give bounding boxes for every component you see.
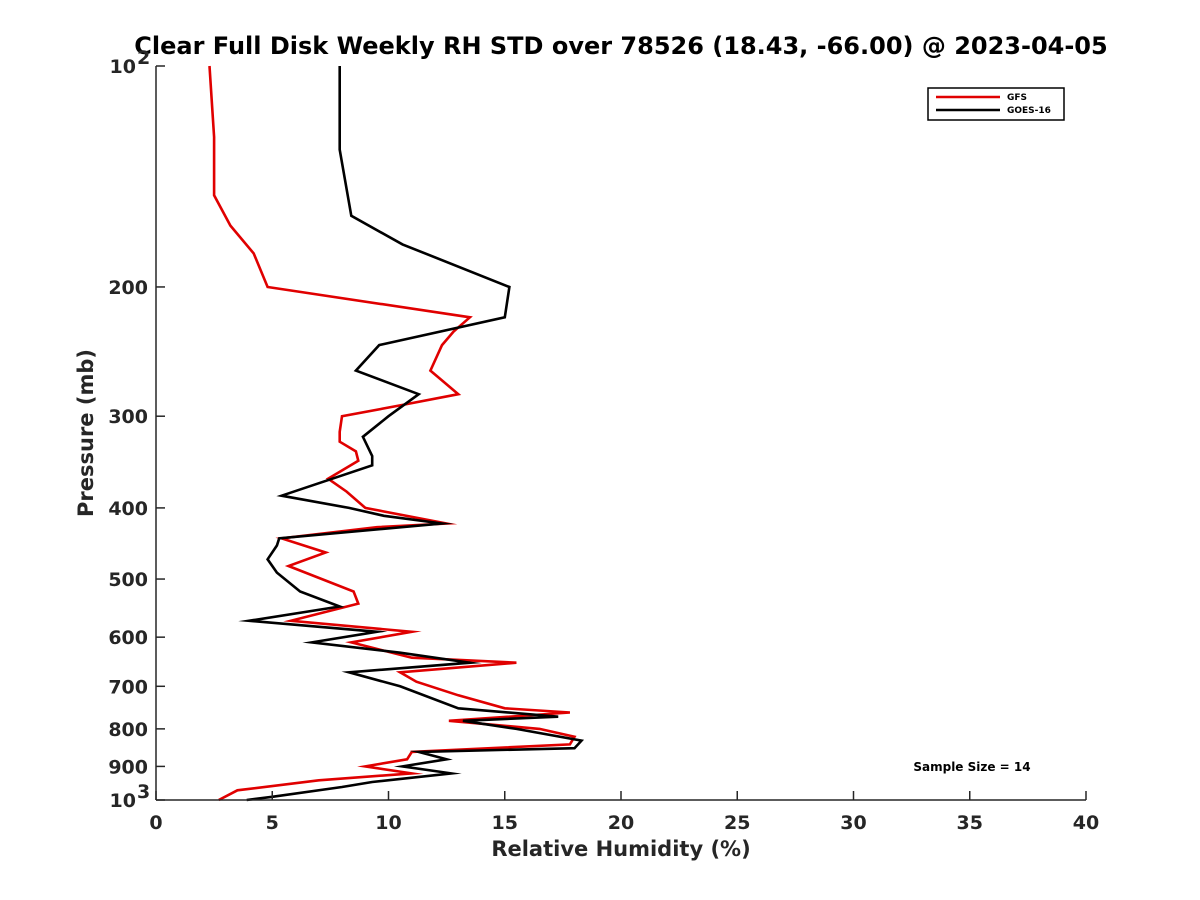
y-tick-label: 200	[108, 277, 148, 299]
legend: GFS GOES-16	[927, 87, 1065, 121]
y-tick-label: 10	[110, 56, 136, 78]
x-tick-label: 35	[957, 812, 983, 834]
x-tick-label: 20	[608, 812, 634, 834]
x-tick-label: 0	[149, 812, 162, 834]
legend-label: GOES-16	[1007, 106, 1051, 116]
y-tick-label: 500	[108, 569, 148, 591]
sample-size-annotation: Sample Size = 14	[913, 760, 1030, 774]
x-tick-label: 40	[1073, 812, 1099, 834]
y-tick-label: 600	[108, 627, 148, 649]
y-tick-label: 10	[110, 790, 136, 812]
y-tick-exponent: 2	[137, 47, 150, 69]
y-tick-label: 800	[108, 719, 148, 741]
legend-box	[927, 87, 1065, 121]
x-tick-label: 30	[840, 812, 866, 834]
y-tick-label: 700	[108, 676, 148, 698]
y-tick-label: 400	[108, 498, 148, 520]
y-tick-exponent: 3	[137, 781, 150, 803]
y-tick-label: 900	[108, 756, 148, 778]
series-line-goes-16	[238, 66, 585, 802]
x-tick-label: 5	[266, 812, 279, 834]
x-tick-label: 15	[492, 812, 518, 834]
legend-label: GFS	[1007, 93, 1027, 103]
x-tick-label: 10	[375, 812, 401, 834]
x-tick-label: 25	[724, 812, 750, 834]
series-layer	[208, 65, 585, 802]
x-axis-label: Relative Humidity (%)	[491, 837, 750, 861]
y-tick-label: 300	[108, 406, 148, 428]
y-axis-label: Pressure (mb)	[74, 349, 98, 517]
chart-title: Clear Full Disk Weekly RH STD over 78526…	[134, 32, 1107, 60]
